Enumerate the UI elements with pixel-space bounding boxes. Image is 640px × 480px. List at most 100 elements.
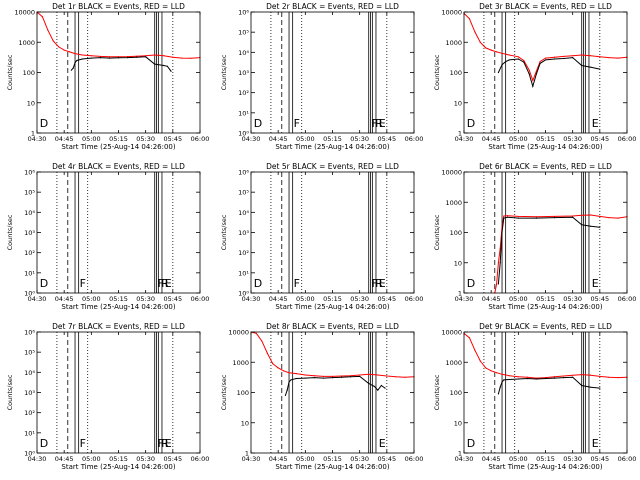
lld-data-point <box>490 370 492 372</box>
events-data-point <box>145 56 147 58</box>
x-tick-label: 05:30 <box>350 135 369 143</box>
lld-data-point <box>81 54 83 56</box>
events-data-point <box>501 64 503 66</box>
event-marker-label: D <box>467 277 475 290</box>
y-axis-label: Counts/sec <box>220 54 228 90</box>
events-data-point <box>572 216 574 218</box>
events-data-point <box>544 59 547 61</box>
events-data-point <box>72 67 74 69</box>
x-tick-label: 05:45 <box>163 455 182 463</box>
y-tick-label: 10² <box>238 89 249 97</box>
x-tick-label: 06:00 <box>405 135 424 143</box>
event-marker-label: R <box>375 277 383 290</box>
y-tick-label: 1000 <box>445 39 462 47</box>
plot-frame <box>463 171 628 294</box>
y-tick-label: 10⁶ <box>24 329 35 337</box>
events-data-point <box>539 62 541 64</box>
lld-data-point <box>404 376 406 378</box>
lld-data-point <box>69 51 71 53</box>
lld-data-point <box>523 59 525 62</box>
x-tick-label: 04:30 <box>28 455 47 463</box>
events-data-point <box>90 57 92 59</box>
y-tick-label: 1 <box>458 290 462 298</box>
events-data-point <box>136 56 138 58</box>
x-tick-label: 05:15 <box>109 295 128 303</box>
x-tick-label: 04:30 <box>242 295 261 303</box>
lld-data-point <box>117 56 120 58</box>
events-data-point <box>286 389 288 391</box>
lld-data-point <box>272 363 274 365</box>
events-data-point <box>505 60 507 63</box>
x-tick-label: 05:15 <box>109 135 128 143</box>
events-data-point <box>508 59 510 61</box>
events-data-point <box>322 377 325 379</box>
panel-title: Det 9r BLACK = Events, RED = LLD <box>479 322 612 331</box>
lld-data-point <box>163 55 165 57</box>
event-marker-label: F <box>80 277 86 290</box>
plot-frame <box>36 331 201 454</box>
x-axis-label: Start Time (25-Aug-14 04:26:00) <box>275 303 389 311</box>
lld-data-point <box>497 262 500 264</box>
events-data-point <box>517 378 519 380</box>
events-data-point <box>295 377 297 380</box>
events-data-point <box>535 73 538 75</box>
y-axis-label: Counts/sec <box>220 374 228 410</box>
events-data-point <box>553 58 556 60</box>
y-tick-label: 10¹ <box>238 109 249 117</box>
y-tick-label: 10⁴ <box>238 209 249 217</box>
event-marker-label: D <box>40 277 48 290</box>
y-tick-label: 10⁰ <box>24 290 35 298</box>
lld-data-point <box>172 56 174 58</box>
panel-title: Det 5r BLACK = Events, RED = LLD <box>266 162 399 171</box>
plot-frame <box>250 331 415 454</box>
y-tick-label: 1 <box>458 130 462 138</box>
event-marker-label: E <box>592 277 599 290</box>
lld-data-point <box>266 352 268 354</box>
lld-data-point <box>288 372 290 374</box>
y-tick-label: 10000 <box>441 9 462 17</box>
lld-data-point <box>517 376 519 378</box>
lld-data-point <box>63 49 65 51</box>
lld-data-point <box>47 29 49 31</box>
x-tick-label: 05:15 <box>536 135 555 143</box>
events-data-point <box>108 57 111 59</box>
events-data-point <box>599 226 601 228</box>
lld-data-point <box>313 375 315 377</box>
panel-title: Det 6r BLACK = Events, RED = LLD <box>479 162 612 171</box>
x-axis-label: Start Time (25-Aug-14 04:26:00) <box>275 463 389 471</box>
lld-data-point <box>190 57 192 59</box>
lld-data-point <box>479 360 481 362</box>
events-series-line <box>497 376 600 395</box>
events-series-line <box>284 375 386 396</box>
events-data-point <box>535 217 538 219</box>
lld-data-point <box>496 51 498 53</box>
y-tick-label: 10⁵ <box>238 29 249 37</box>
x-tick-label: 04:45 <box>269 135 288 143</box>
y-tick-label: 1 <box>245 450 249 458</box>
lld-data-point <box>535 377 538 379</box>
events-data-point <box>166 65 168 67</box>
lld-data-point <box>154 54 156 56</box>
panel-title: Det 8r BLACK = Events, RED = LLD <box>266 322 399 331</box>
x-axis-label: Start Time (25-Aug-14 04:26:00) <box>488 303 602 311</box>
events-data-point <box>377 389 379 391</box>
events-series-line <box>497 216 600 284</box>
y-tick-label: 100 <box>23 69 35 77</box>
events-data-point <box>503 379 505 381</box>
events-data-point <box>76 59 78 62</box>
event-marker-label: E <box>165 277 172 290</box>
y-tick-label: 10000 <box>441 329 462 337</box>
y-axis-label: Counts/sec <box>433 214 441 250</box>
events-data-point <box>380 384 382 387</box>
lld-data-point <box>350 375 352 377</box>
events-data-point <box>154 63 156 65</box>
events-data-point <box>599 68 601 70</box>
x-tick-label: 05:00 <box>509 135 528 143</box>
lld-data-point <box>181 57 183 59</box>
y-tick-label: 1 <box>31 130 35 138</box>
lld-data-point <box>563 375 565 377</box>
y-axis-label: Counts/sec <box>220 214 228 250</box>
x-tick-label: 04:45 <box>482 295 501 303</box>
event-marker-label: D <box>467 117 475 130</box>
